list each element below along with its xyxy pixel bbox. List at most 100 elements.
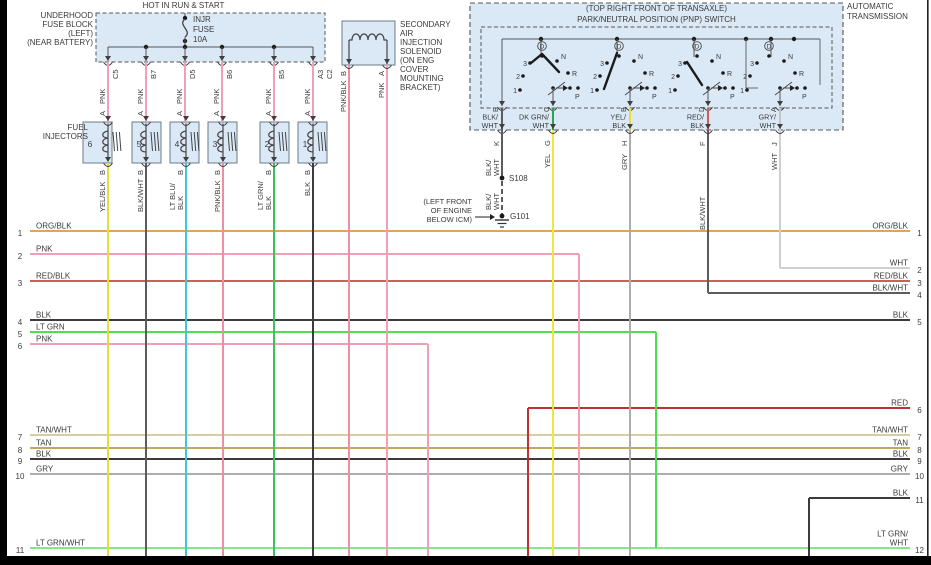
- wire-label: GRY: [620, 154, 629, 170]
- wire-label: PNK: [36, 335, 53, 344]
- right-edge-number: 2: [917, 266, 922, 275]
- junction-dot: [499, 213, 505, 219]
- connector-icon: [625, 129, 635, 134]
- wire: [190, 131, 193, 152]
- pnp-pos: 2: [516, 74, 520, 81]
- connector-pin: J: [770, 142, 779, 146]
- pnp-pos: 1: [668, 88, 672, 95]
- right-edge-number: 11: [915, 496, 924, 505]
- right-edge-number: 1: [917, 229, 922, 238]
- pnp-pos: N: [716, 54, 721, 61]
- ground-location-label: OF ENGINE: [431, 206, 472, 215]
- right-edge-number: 4: [917, 291, 922, 300]
- junction-dot: [632, 59, 636, 63]
- junction-dot: [676, 74, 680, 78]
- junction-dot: [745, 88, 749, 92]
- pnp-d-circle: [537, 41, 547, 51]
- fuel-injector-4-box: [169, 121, 200, 164]
- arrow-down-icon: [550, 124, 556, 129]
- connector-pin: B: [339, 71, 348, 76]
- pnp-pos: D: [540, 44, 545, 51]
- solenoid-coil-icon: [349, 33, 387, 41]
- junction-dot: [595, 88, 599, 92]
- wire-label: WHT: [760, 121, 777, 130]
- right-edge-number: 12: [915, 546, 924, 555]
- wire-label: PNK: [98, 89, 107, 104]
- wire: [193, 131, 197, 152]
- solenoid-label: MOUNTING: [400, 74, 444, 83]
- wire-label: BLK: [303, 182, 312, 196]
- pnp-contact-arm: [685, 60, 704, 87]
- wire-label: RED/BLK: [36, 272, 71, 281]
- wire: [320, 131, 324, 152]
- right-edge-number: 5: [917, 318, 922, 327]
- junction-dot: [518, 88, 522, 92]
- arrow-down-icon: [271, 157, 277, 162]
- pnp-slider-slash: [702, 81, 721, 96]
- pnp-pos: 3: [600, 61, 604, 68]
- injector-number: 3: [213, 139, 218, 149]
- splice-label: S108: [509, 174, 528, 183]
- connector-pin: B: [98, 170, 107, 175]
- junction-dot: [617, 54, 621, 58]
- wire-label: GRY: [891, 465, 909, 474]
- wire-label: BLK: [893, 311, 909, 320]
- pnp-pos: 1: [513, 88, 517, 95]
- wire: [156, 131, 160, 152]
- connector-icon: [181, 162, 191, 167]
- wire-label: PNK: [36, 245, 53, 254]
- fuse-block-pin: B5: [277, 70, 286, 79]
- left-edge-number: 4: [18, 318, 23, 327]
- connector-icon: [218, 162, 228, 167]
- right-edge-number: 7: [917, 433, 922, 442]
- arrow-down-icon: [777, 124, 783, 129]
- injector-coil-icon: [268, 130, 275, 153]
- fuse-block-pin: D5: [188, 69, 197, 79]
- wire: [233, 131, 237, 152]
- wire-label: WHT: [492, 193, 501, 210]
- junction-dot: [767, 54, 771, 58]
- connector-pin: F: [698, 141, 707, 146]
- connector-icon: [344, 64, 354, 69]
- arrow-down-icon: [499, 101, 505, 106]
- left-frame-bar: [0, 0, 7, 565]
- connector-pin: B: [136, 170, 145, 175]
- wire-label: BLK/: [482, 113, 498, 122]
- connector-pin: B: [176, 170, 185, 175]
- left-edge-number: 9: [18, 457, 23, 466]
- junction-dot: [673, 88, 677, 92]
- pnp-contact-arm: [529, 52, 561, 74]
- pnp-pos: D: [767, 44, 772, 51]
- wire-label: ORG/BLK: [36, 222, 72, 231]
- right-edge-number: 6: [917, 406, 922, 415]
- wire: [196, 131, 200, 152]
- connector-pin: A: [377, 71, 386, 76]
- right-edge-number: 10: [915, 472, 924, 481]
- junction-dot: [643, 71, 647, 75]
- ground-label: G101: [510, 212, 530, 221]
- wire-label: PNK/BLK: [213, 180, 222, 212]
- injector-number: 5: [137, 139, 142, 149]
- wire-label: PNK: [377, 83, 386, 98]
- connector-pin: B: [213, 170, 222, 175]
- junction-dot: [566, 71, 570, 75]
- wire-label: BLK: [36, 311, 52, 320]
- junction-dot: [598, 74, 602, 78]
- injector-number: 2: [265, 139, 270, 149]
- arrow-down-icon: [143, 157, 149, 162]
- injector-coil-icon: [180, 130, 187, 153]
- solenoid-label: SOLENOID: [400, 47, 442, 56]
- solenoid-label: AIR: [400, 29, 414, 38]
- wire: [227, 131, 230, 152]
- left-edge-number: 1: [18, 229, 23, 238]
- fuse-block-pin: C2: [325, 69, 334, 79]
- left-edge-number: 2: [18, 252, 23, 261]
- wire: [115, 131, 119, 152]
- arrow-down-icon: [550, 101, 556, 106]
- left-edge-number: 8: [18, 446, 23, 455]
- wire-label: PNK: [175, 89, 184, 104]
- connector-pin: B: [303, 170, 312, 175]
- junction-dot: [710, 59, 714, 63]
- connector-pin: A: [212, 111, 221, 116]
